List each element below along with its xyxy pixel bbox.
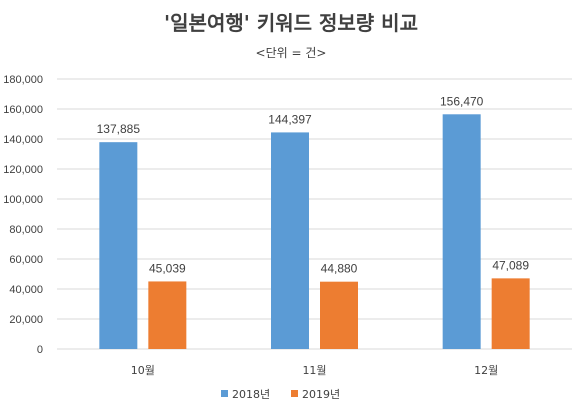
chart-title: '일본여행' 키워드 정보량 비교 [164,11,418,35]
bar [320,281,358,349]
x-category-label: 11월 [302,364,326,377]
bar [271,132,309,349]
y-tick-label: 20,000 [9,314,43,326]
data-label: 137,885 [97,122,141,136]
y-tick-label: 120,000 [3,164,43,176]
data-label: 44,880 [321,262,358,276]
y-axis-ticks: 0 20,000 40,000 60,000 80,000 100,000 120,000 1… [3,74,43,356]
chart-subtitle: <단위 = 건> [256,46,327,60]
data-label: 47,089 [492,258,529,272]
data-label: 144,397 [268,112,312,126]
bar [442,114,481,349]
data-label: 156,470 [440,94,484,108]
legend-swatch [291,390,298,397]
data-labels: 137,885 45,039 144,397 44,880 156,470 47,089 [97,94,530,275]
legend: 2018년 2019년 [221,388,340,401]
legend-swatch [221,390,228,397]
y-tick-label: 160,000 [3,104,43,116]
bars [99,114,530,349]
bar [99,142,138,349]
y-tick-label: 60,000 [9,254,43,266]
y-tick-label: 140,000 [3,134,43,146]
x-axis-categories: 10월 11월 12월 [131,364,498,377]
y-tick-label: 100,000 [3,194,43,206]
x-category-label: 10월 [131,364,155,377]
legend-label: 2018년 [232,388,270,401]
x-category-label: 12월 [474,364,498,377]
y-tick-label: 180,000 [3,74,43,86]
data-label: 45,039 [149,261,186,275]
y-tick-label: 40,000 [9,284,43,296]
bar [491,278,530,349]
gridlines [57,78,572,350]
legend-label: 2019년 [302,388,340,401]
y-tick-label: 80,000 [9,224,43,236]
y-tick-label: 0 [37,344,43,356]
bar [148,281,187,349]
